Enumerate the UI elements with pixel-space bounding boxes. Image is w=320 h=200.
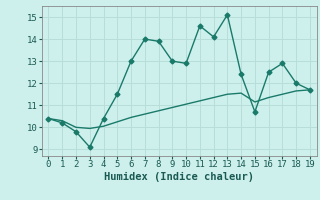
X-axis label: Humidex (Indice chaleur): Humidex (Indice chaleur) [104, 172, 254, 182]
